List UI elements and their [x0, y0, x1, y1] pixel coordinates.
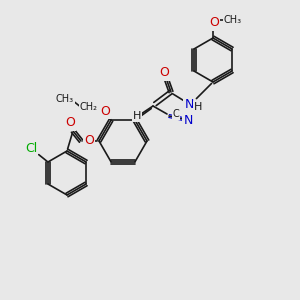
- Text: Cl: Cl: [25, 142, 37, 155]
- Text: H: H: [194, 102, 202, 112]
- Text: N: N: [183, 113, 193, 127]
- Text: CH₂: CH₂: [80, 102, 98, 112]
- Text: C: C: [172, 109, 179, 119]
- Text: CH₃: CH₃: [56, 94, 74, 104]
- Text: CH₃: CH₃: [224, 15, 242, 25]
- Text: O: O: [100, 105, 110, 118]
- Text: O: O: [209, 16, 219, 29]
- Text: O: O: [65, 116, 75, 130]
- Text: O: O: [159, 67, 169, 80]
- Text: H: H: [133, 111, 141, 121]
- Text: N: N: [184, 98, 194, 110]
- Text: O: O: [84, 134, 94, 148]
